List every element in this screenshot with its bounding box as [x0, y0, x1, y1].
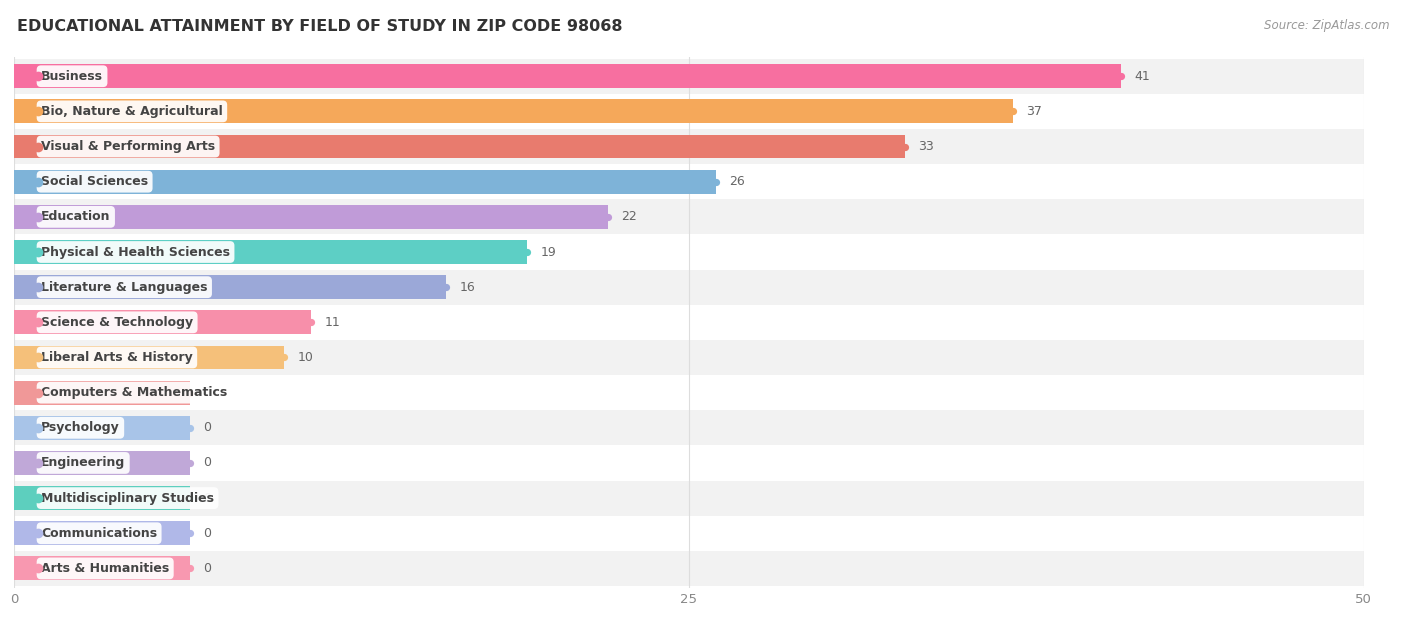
Text: 26: 26	[730, 175, 745, 188]
Point	[1001, 106, 1024, 116]
Bar	[14, 205, 607, 229]
Point	[434, 282, 457, 292]
Text: Liberal Arts & History: Liberal Arts & History	[41, 351, 193, 364]
Bar	[0, 480, 1406, 516]
Bar	[0, 94, 1406, 129]
Text: Engineering: Engineering	[41, 456, 125, 470]
Point	[894, 142, 917, 152]
Text: 37: 37	[1026, 105, 1042, 118]
Bar	[14, 99, 1012, 123]
Bar	[14, 275, 446, 299]
Text: 10: 10	[298, 351, 314, 364]
Bar	[0, 234, 1406, 270]
Bar	[14, 64, 1121, 88]
Text: Education: Education	[41, 210, 111, 223]
Bar	[0, 340, 1406, 375]
Text: 22: 22	[621, 210, 637, 223]
Bar	[14, 416, 190, 440]
Text: Psychology: Psychology	[41, 422, 120, 434]
Bar	[14, 310, 311, 334]
Text: Social Sciences: Social Sciences	[41, 175, 148, 188]
Bar	[0, 410, 1406, 446]
Bar	[0, 446, 1406, 480]
Bar	[0, 551, 1406, 586]
Text: 0: 0	[202, 456, 211, 470]
Text: 41: 41	[1135, 70, 1150, 83]
Bar	[14, 240, 527, 264]
Text: Multidisciplinary Studies: Multidisciplinary Studies	[41, 492, 214, 504]
Bar	[0, 305, 1406, 340]
Point	[179, 528, 201, 538]
Text: 0: 0	[202, 386, 211, 399]
Text: Science & Technology: Science & Technology	[41, 316, 193, 329]
Text: 11: 11	[325, 316, 340, 329]
Text: 0: 0	[202, 492, 211, 504]
Bar	[0, 164, 1406, 199]
Point	[179, 423, 201, 433]
Text: Business: Business	[41, 70, 103, 83]
Point	[299, 317, 322, 327]
Text: 16: 16	[460, 281, 475, 294]
Point	[596, 212, 619, 222]
Point	[179, 563, 201, 573]
Point	[179, 458, 201, 468]
Text: 0: 0	[202, 422, 211, 434]
Bar	[14, 380, 190, 404]
Bar	[0, 129, 1406, 164]
Bar	[0, 516, 1406, 551]
Bar	[0, 59, 1406, 94]
Text: Arts & Humanities: Arts & Humanities	[41, 562, 169, 575]
Text: 0: 0	[202, 562, 211, 575]
Point	[516, 247, 538, 257]
Point	[179, 493, 201, 503]
Text: EDUCATIONAL ATTAINMENT BY FIELD OF STUDY IN ZIP CODE 98068: EDUCATIONAL ATTAINMENT BY FIELD OF STUDY…	[17, 19, 623, 34]
Text: 0: 0	[202, 526, 211, 540]
Point	[1109, 71, 1132, 82]
Bar	[14, 556, 190, 580]
Point	[704, 176, 727, 186]
Text: Source: ZipAtlas.com: Source: ZipAtlas.com	[1264, 19, 1389, 32]
Bar	[14, 521, 190, 545]
Text: Computers & Mathematics: Computers & Mathematics	[41, 386, 228, 399]
Bar	[14, 486, 190, 510]
Bar	[0, 199, 1406, 234]
Text: Literature & Languages: Literature & Languages	[41, 281, 208, 294]
Bar	[14, 451, 190, 475]
Text: 33: 33	[918, 140, 934, 153]
Bar	[0, 270, 1406, 305]
Text: 19: 19	[540, 245, 557, 258]
Bar	[14, 135, 905, 159]
Bar	[14, 170, 716, 193]
Text: Visual & Performing Arts: Visual & Performing Arts	[41, 140, 215, 153]
Bar	[0, 375, 1406, 410]
Bar	[14, 346, 284, 370]
Text: Bio, Nature & Agricultural: Bio, Nature & Agricultural	[41, 105, 222, 118]
Point	[179, 387, 201, 398]
Text: Physical & Health Sciences: Physical & Health Sciences	[41, 245, 231, 258]
Point	[273, 353, 295, 363]
Text: Communications: Communications	[41, 526, 157, 540]
